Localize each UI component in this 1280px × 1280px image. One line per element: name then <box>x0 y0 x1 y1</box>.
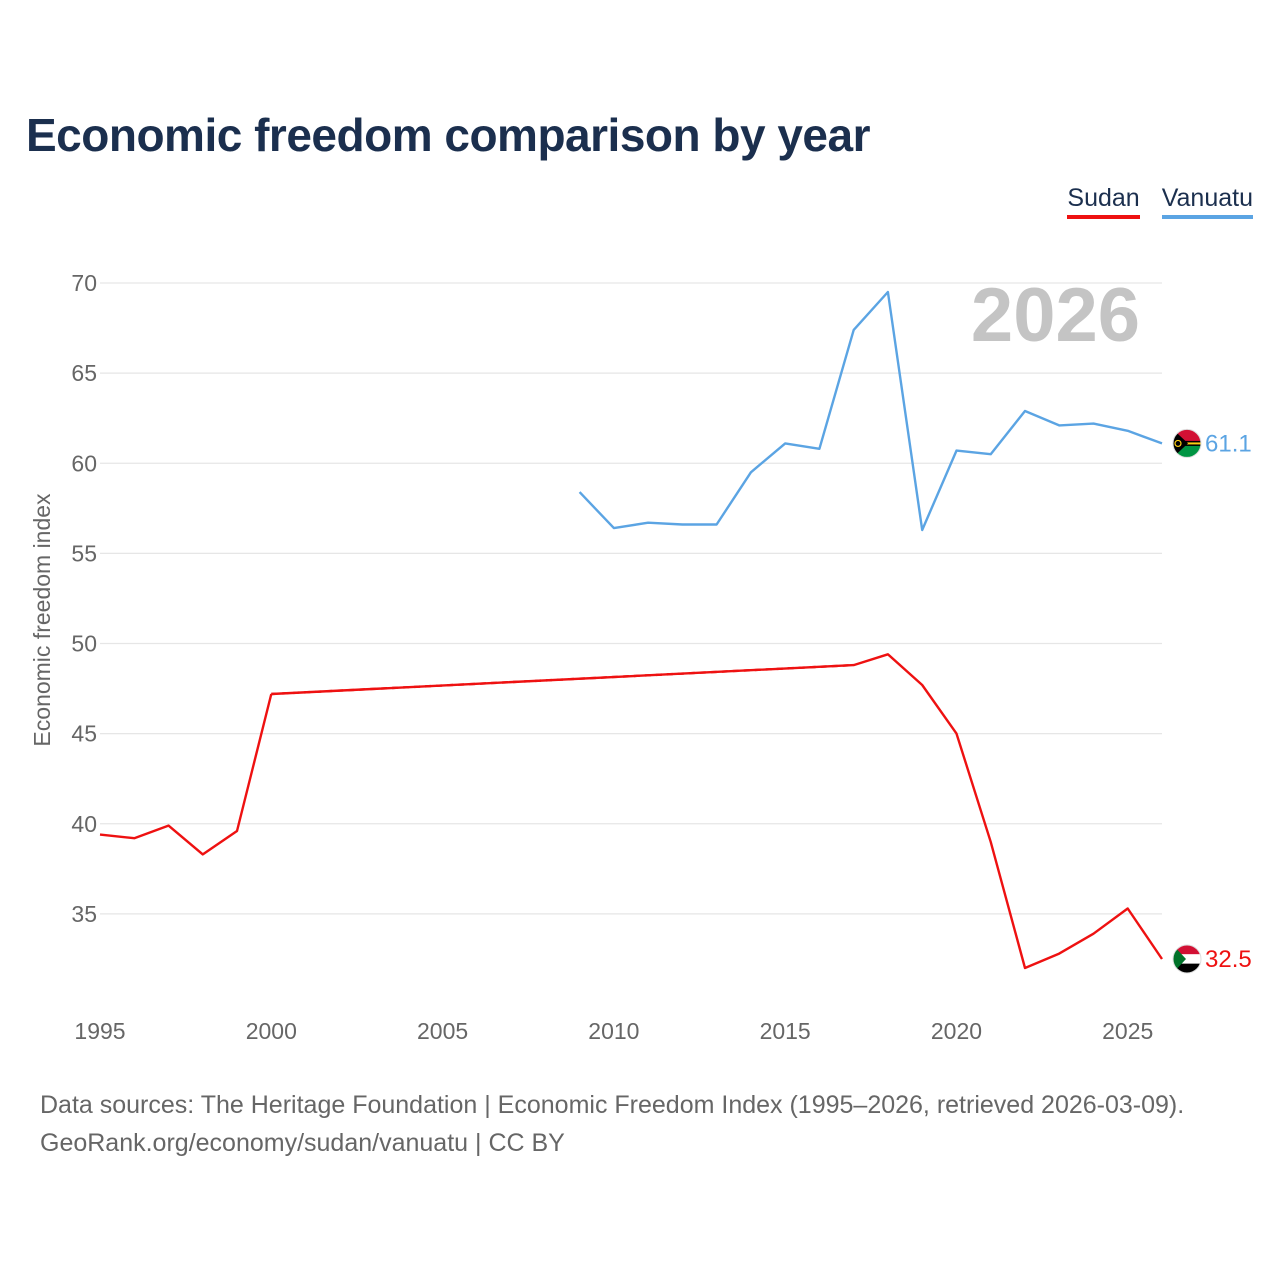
chart-title: Economic freedom comparison by year <box>26 109 871 161</box>
year-watermark: 2026 <box>971 273 1140 358</box>
y-tick-label: 50 <box>71 631 97 657</box>
x-tick-label: 2025 <box>1102 1018 1153 1044</box>
y-tick-label: 70 <box>71 270 97 296</box>
series-lines <box>99 290 1163 970</box>
x-tick-label: 2000 <box>246 1018 297 1044</box>
x-tick-label: 1995 <box>74 1018 125 1044</box>
end-label-vanuatu: 61.1 <box>1205 430 1252 457</box>
x-tick-label: 2020 <box>931 1018 982 1044</box>
series-line-sudan <box>271 653 1163 970</box>
legend-item-vanuatu[interactable]: Vanuatu <box>1161 184 1253 219</box>
flag-border <box>1172 944 1202 974</box>
legend-item-sudan[interactable]: Sudan <box>1067 184 1140 219</box>
footer-link[interactable]: GeoRank.org/economy/sudan/vanuatu | CC B… <box>40 1129 565 1157</box>
flag-vanuatu-icon <box>1173 429 1201 458</box>
y-tick-label: 65 <box>71 360 97 386</box>
end-markers: 32.5 61.1 <box>1172 428 1252 974</box>
footer: Data sources: The Heritage Foundation | … <box>40 1086 1184 1162</box>
x-tick-label: 2010 <box>588 1018 639 1044</box>
y-axis-label: Economic freedom index <box>29 493 55 747</box>
y-tick-label: 55 <box>71 540 97 566</box>
x-tick-label: 2015 <box>760 1018 811 1044</box>
flag-border <box>1172 428 1202 458</box>
grid-lines <box>100 282 1162 915</box>
x-tick-label: 2005 <box>417 1018 468 1044</box>
legend: Sudan Vanuatu <box>1067 184 1253 219</box>
y-tick-label: 45 <box>71 721 97 747</box>
series-line-sudan <box>99 693 273 856</box>
end-label-sudan: 32.5 <box>1205 946 1252 973</box>
y-tick-label: 40 <box>71 811 97 837</box>
series-line-vanuatu <box>578 290 1163 532</box>
flag-sudan-icon <box>1173 944 1201 973</box>
x-axis-ticks: 1995 2000 2005 2010 2015 2020 2025 <box>74 1018 1153 1044</box>
y-tick-label: 60 <box>71 450 97 476</box>
y-tick-label: 35 <box>71 901 97 927</box>
y-axis-ticks: 35 40 45 50 55 60 65 70 <box>71 270 97 927</box>
footer-source: Data sources: The Heritage Foundation | … <box>40 1091 1185 1119</box>
